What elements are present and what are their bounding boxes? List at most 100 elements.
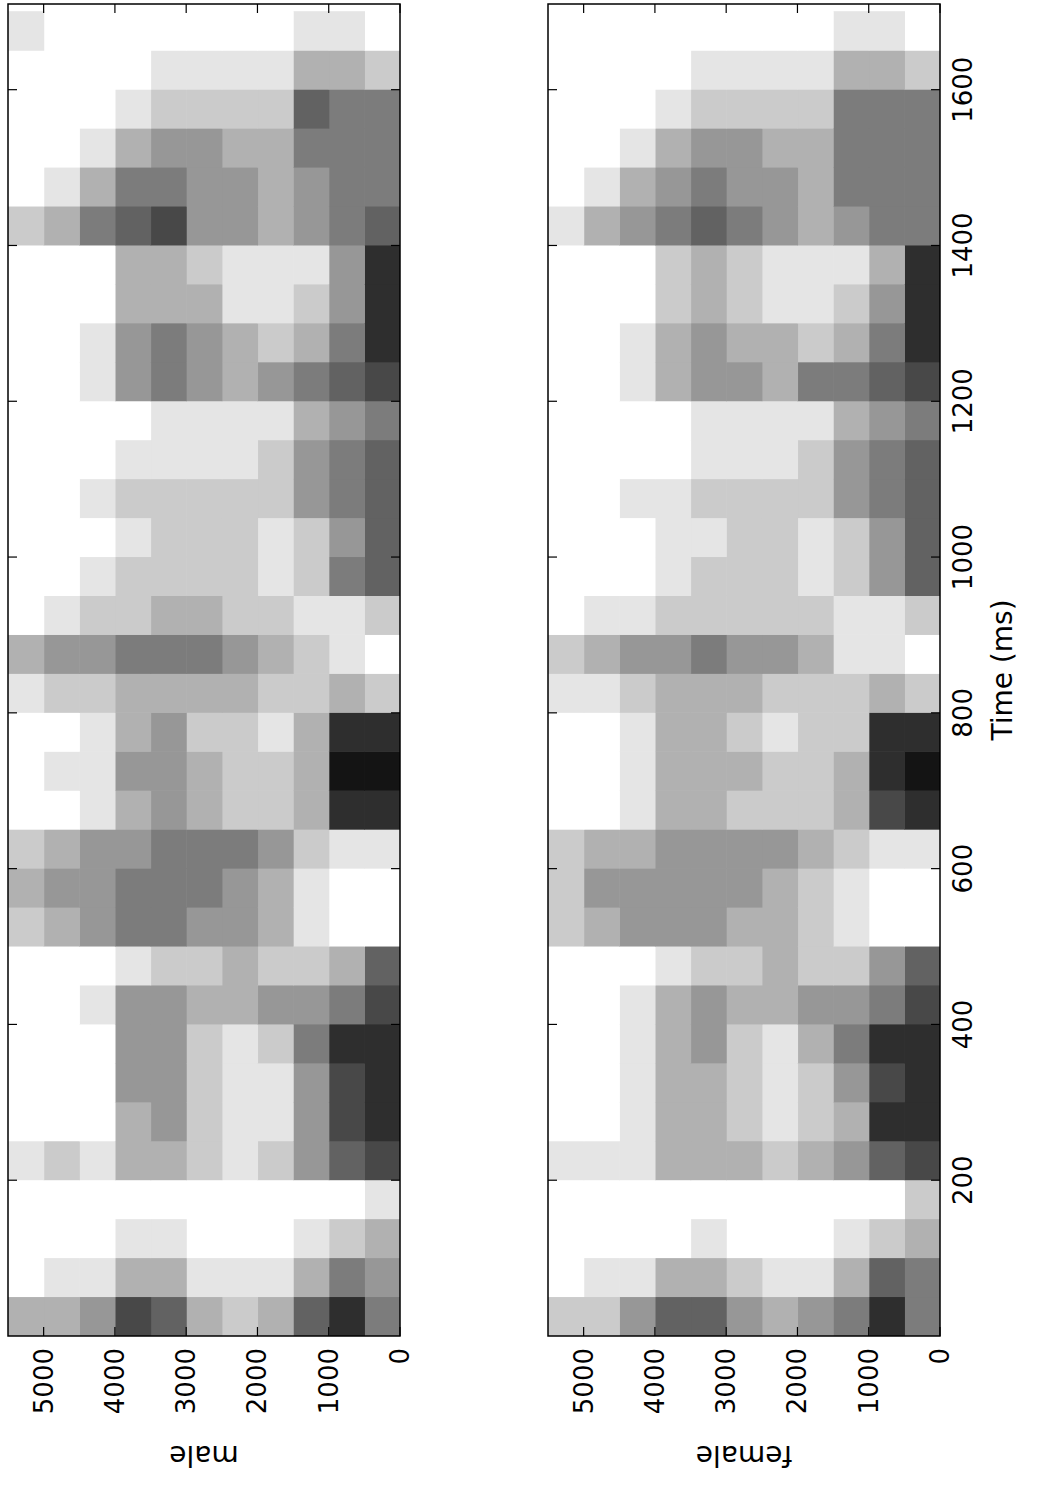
- cell: [797, 11, 833, 51]
- cell: [869, 1024, 905, 1064]
- cell: [293, 829, 329, 869]
- cell: [762, 206, 798, 246]
- x-axis-title: Time (ms): [986, 599, 1019, 741]
- cell: [8, 985, 44, 1025]
- cell: [869, 868, 905, 908]
- cell: [186, 1102, 222, 1142]
- cell: [115, 790, 151, 830]
- x-tick: [548, 89, 557, 90]
- y-tick-label: 1000: [314, 1348, 344, 1414]
- cell: [548, 1063, 584, 1103]
- cell: [44, 751, 80, 791]
- cell: [115, 712, 151, 752]
- y-tick: [186, 4, 187, 13]
- cell: [691, 245, 727, 285]
- cell: [79, 245, 115, 285]
- cell: [762, 712, 798, 752]
- cell: [619, 11, 655, 51]
- y-tick: [868, 4, 869, 13]
- cell: [584, 751, 620, 791]
- cell: [584, 479, 620, 519]
- cell: [548, 985, 584, 1025]
- y-tick-label: 4000: [640, 1348, 670, 1414]
- cell: [257, 1180, 293, 1220]
- cell: [222, 1141, 258, 1181]
- cell: [364, 11, 400, 51]
- cell: [691, 751, 727, 791]
- cell: [115, 11, 151, 51]
- cell: [222, 401, 258, 441]
- cell: [726, 1219, 762, 1259]
- cell: [186, 245, 222, 285]
- cell: [833, 401, 869, 441]
- cell: [904, 1063, 940, 1103]
- cell: [904, 128, 940, 168]
- cell: [869, 985, 905, 1025]
- cell: [797, 479, 833, 519]
- cell: [726, 946, 762, 986]
- cell: [44, 1141, 80, 1181]
- cell: [726, 634, 762, 674]
- cell: [619, 440, 655, 480]
- cell: [833, 673, 869, 713]
- cell: [115, 595, 151, 635]
- cell: [257, 868, 293, 908]
- cell: [762, 89, 798, 129]
- cell: [869, 634, 905, 674]
- cell: [186, 946, 222, 986]
- cell: [293, 128, 329, 168]
- cell: [293, 89, 329, 129]
- cell: [619, 50, 655, 90]
- cell: [619, 829, 655, 869]
- cell: [293, 985, 329, 1025]
- cell: [364, 1219, 400, 1259]
- cell: [293, 1180, 329, 1220]
- cell: [329, 790, 365, 830]
- cell: [151, 1296, 187, 1336]
- cell: [79, 829, 115, 869]
- cell: [655, 907, 691, 947]
- cell: [186, 1063, 222, 1103]
- cell: [869, 595, 905, 635]
- cell: [869, 206, 905, 246]
- frame: [8, 4, 400, 1336]
- cell: [151, 985, 187, 1025]
- cell: [115, 634, 151, 674]
- y-tick-label: 4000: [100, 1348, 130, 1414]
- cell: [655, 790, 691, 830]
- cell: [797, 712, 833, 752]
- cell: [726, 518, 762, 558]
- cell: [293, 946, 329, 986]
- cell: [8, 1296, 44, 1336]
- cell: [79, 1024, 115, 1064]
- panel: 010002000300040005000male: [8, 4, 415, 1472]
- cell: [79, 595, 115, 635]
- cell: [904, 595, 940, 635]
- cell: [257, 946, 293, 986]
- cell: [691, 362, 727, 402]
- cell: [797, 907, 833, 947]
- cell: [222, 556, 258, 596]
- cell: [8, 673, 44, 713]
- cell: [619, 985, 655, 1025]
- cell: [44, 1258, 80, 1298]
- cell: [619, 712, 655, 752]
- cell: [584, 440, 620, 480]
- cell: [904, 946, 940, 986]
- cell: [904, 284, 940, 324]
- x-tick: [8, 868, 17, 869]
- cell: [151, 362, 187, 402]
- cell: [869, 907, 905, 947]
- cell: [762, 167, 798, 207]
- cell: [44, 1296, 80, 1336]
- cell: [8, 1258, 44, 1298]
- cell: [691, 634, 727, 674]
- cell: [548, 50, 584, 90]
- x-tick-label: 1200: [948, 368, 978, 434]
- cell: [655, 1024, 691, 1064]
- cell: [619, 128, 655, 168]
- cell: [584, 1180, 620, 1220]
- cell: [548, 479, 584, 519]
- cell: [762, 1180, 798, 1220]
- cell: [762, 829, 798, 869]
